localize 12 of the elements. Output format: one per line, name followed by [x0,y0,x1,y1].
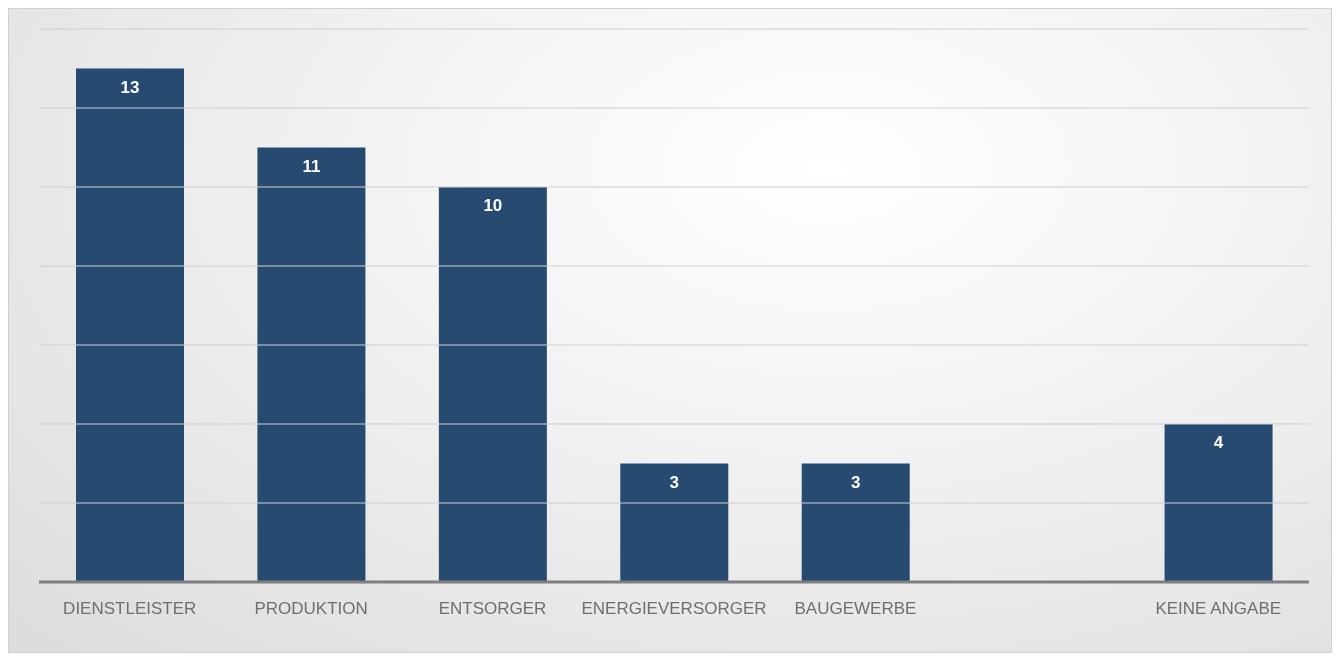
x-tick-label: DIENSTLEISTER [63,599,197,619]
x-tick-label: ENERGIEVERSORGER [581,599,767,619]
data-label: 13 [120,77,140,97]
x-tick-label: ENTSORGER [438,599,547,619]
x-tick-label: PRODUKTION [254,599,368,619]
data-label: 3 [669,472,680,492]
data-label: 3 [850,472,861,492]
data-label: 4 [1213,433,1224,453]
x-tick-label: KEINE ANGABE [1155,599,1282,619]
data-label: 11 [302,156,321,176]
data-label: 10 [483,196,503,216]
x-tick-label: BAUGEWERBE [794,599,917,619]
